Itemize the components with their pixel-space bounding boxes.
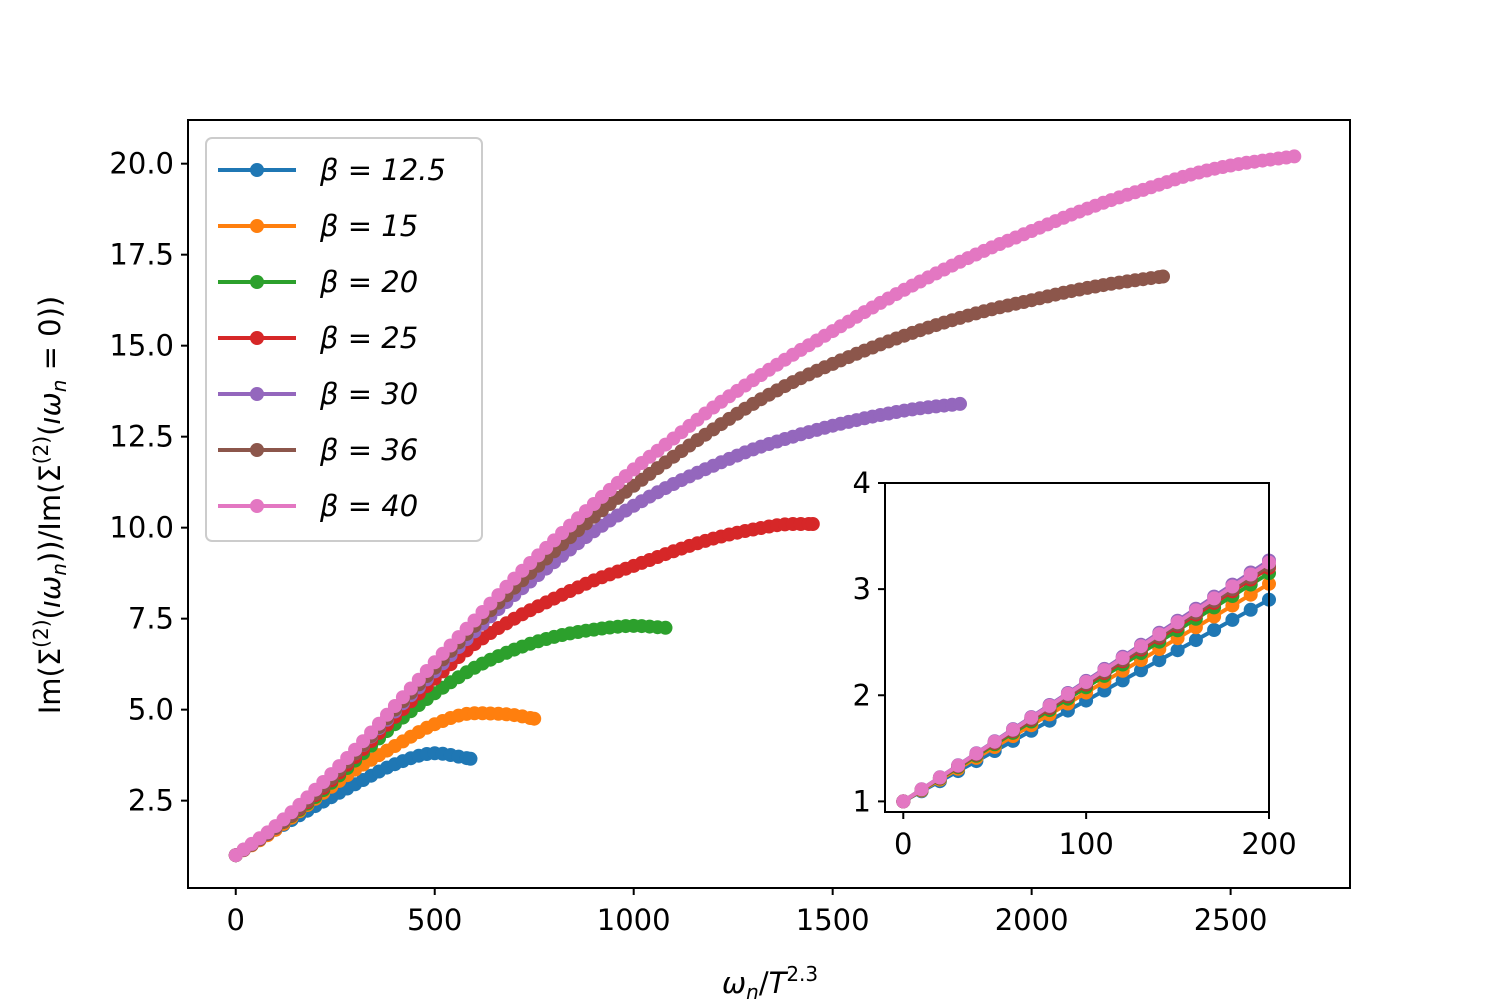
inset-data-point <box>951 758 966 773</box>
legend-item[interactable]: β = 36 <box>218 433 418 467</box>
inset-data-point <box>1170 615 1185 630</box>
inset-y-tick-label: 1 <box>853 784 871 818</box>
inset-y-tick-label: 4 <box>853 466 871 500</box>
legend-label: β = 30 <box>319 377 418 411</box>
legend-label: β = 36 <box>319 433 418 467</box>
inset-data-point <box>932 770 947 785</box>
y-tick-label: 10.0 <box>109 511 174 545</box>
legend-marker <box>250 219 264 233</box>
data-point <box>372 716 386 731</box>
legend-box <box>205 137 483 542</box>
inset-data-point <box>1115 673 1130 688</box>
inset-data-point <box>1024 710 1039 725</box>
inset-data-point <box>1188 603 1203 618</box>
inset-series-group <box>896 553 1276 809</box>
legend-item[interactable]: β = 15 <box>218 209 418 243</box>
inset-data-point <box>1225 598 1240 613</box>
x-tick-label: 1500 <box>796 903 870 937</box>
inset-data-point <box>969 746 984 761</box>
data-point <box>805 517 820 531</box>
inset-data-point <box>1006 722 1020 737</box>
y-tick-label: 12.5 <box>109 420 174 454</box>
inset-data-point <box>1042 698 1057 713</box>
inset-ticks: 0 100 200 1 2 3 4 <box>853 466 1297 861</box>
y-tick-label: 15.0 <box>109 329 174 363</box>
inset-data-point <box>1115 651 1130 666</box>
inset-x-tick-label: 100 <box>1058 827 1113 861</box>
inset-axes-frame <box>884 482 1270 813</box>
data-point <box>463 751 478 766</box>
legend-item[interactable]: β = 12.5 <box>218 153 446 187</box>
inset-x-tick-label: 0 <box>894 827 912 861</box>
legend-marker <box>250 499 264 513</box>
legend-item[interactable]: β = 25 <box>218 321 418 355</box>
inset-data-point <box>1152 653 1167 668</box>
legend-label: β = 12.5 <box>319 153 446 187</box>
data-point <box>658 620 673 635</box>
y-tick-label: 17.5 <box>109 238 174 272</box>
x-tick-label: 2000 <box>995 903 1069 937</box>
legend-item[interactable]: β = 40 <box>218 489 418 523</box>
inset-data-point <box>1079 675 1094 689</box>
inset-y-tick-label: 2 <box>853 678 871 712</box>
y-tick-label: 20.0 <box>109 147 174 181</box>
legend-label: β = 25 <box>319 321 418 355</box>
inset-background <box>885 483 1269 812</box>
legend-label: β = 40 <box>319 489 418 523</box>
x-tick-label: 0 <box>227 903 245 937</box>
x-axis-label: ωn/T2.3 <box>722 962 818 1000</box>
inset-data-point <box>1207 591 1222 606</box>
inset-data-point <box>1225 612 1240 627</box>
legend-marker <box>250 163 264 177</box>
inset-data-point <box>1188 633 1203 648</box>
inset-data-point <box>1243 567 1258 582</box>
inset-data-point <box>1134 639 1148 654</box>
inset-data-point <box>896 794 911 809</box>
legend-marker <box>250 275 264 289</box>
x-tick-label: 1000 <box>597 903 671 937</box>
inset-y-tick-label: 3 <box>853 572 871 606</box>
main-ticks: 0 500 1000 1500 2000 25002.55.07.510.012.515.… <box>109 147 1267 937</box>
inset-data-point <box>987 734 1002 749</box>
inset-data-point <box>1134 663 1148 678</box>
inset-data-point <box>1243 602 1258 617</box>
inset-data-point <box>1243 587 1258 602</box>
inset-data-point <box>1170 643 1185 658</box>
x-tick-label: 500 <box>407 903 462 937</box>
inset-data-point <box>1060 686 1075 701</box>
legend-label: β = 20 <box>319 265 418 299</box>
inset-series <box>896 555 1276 809</box>
inset-data-point <box>914 782 929 797</box>
inset-data-point <box>1207 623 1222 637</box>
legend-marker <box>250 331 264 345</box>
legend-item[interactable]: β = 20 <box>218 265 418 299</box>
y-tick-label: 2.5 <box>128 784 174 818</box>
y-axis-label: Im(Σ(2)(ıωn))/Im(Σ(2)(ıωn = 0)) <box>29 296 71 715</box>
y-tick-label: 5.0 <box>128 693 174 727</box>
legend-item[interactable]: β = 30 <box>218 377 418 411</box>
inset-x-tick-label: 200 <box>1241 827 1296 861</box>
main-axes-frame <box>187 119 1351 889</box>
legend[interactable]: β = 12.5 β = 15 β = 20 β = 25 β = 30 β = 36 β … <box>205 137 483 542</box>
data-point <box>527 711 542 726</box>
y-tick-label: 7.5 <box>128 602 174 636</box>
inset-data-point <box>1225 579 1240 594</box>
series-40 <box>228 149 1302 863</box>
data-point <box>953 396 967 411</box>
inset-chart: 0 100 200 1 2 3 4 <box>853 466 1297 861</box>
inset-data-point <box>1152 627 1167 642</box>
legend-marker <box>250 387 264 401</box>
data-point <box>1287 149 1302 164</box>
x-tick-label: 2500 <box>1194 903 1268 937</box>
main-series-group <box>228 149 1302 863</box>
data-point <box>1156 269 1170 284</box>
legend-marker <box>250 443 264 457</box>
legend-label: β = 15 <box>319 209 418 243</box>
inset-data-point <box>1097 663 1112 678</box>
